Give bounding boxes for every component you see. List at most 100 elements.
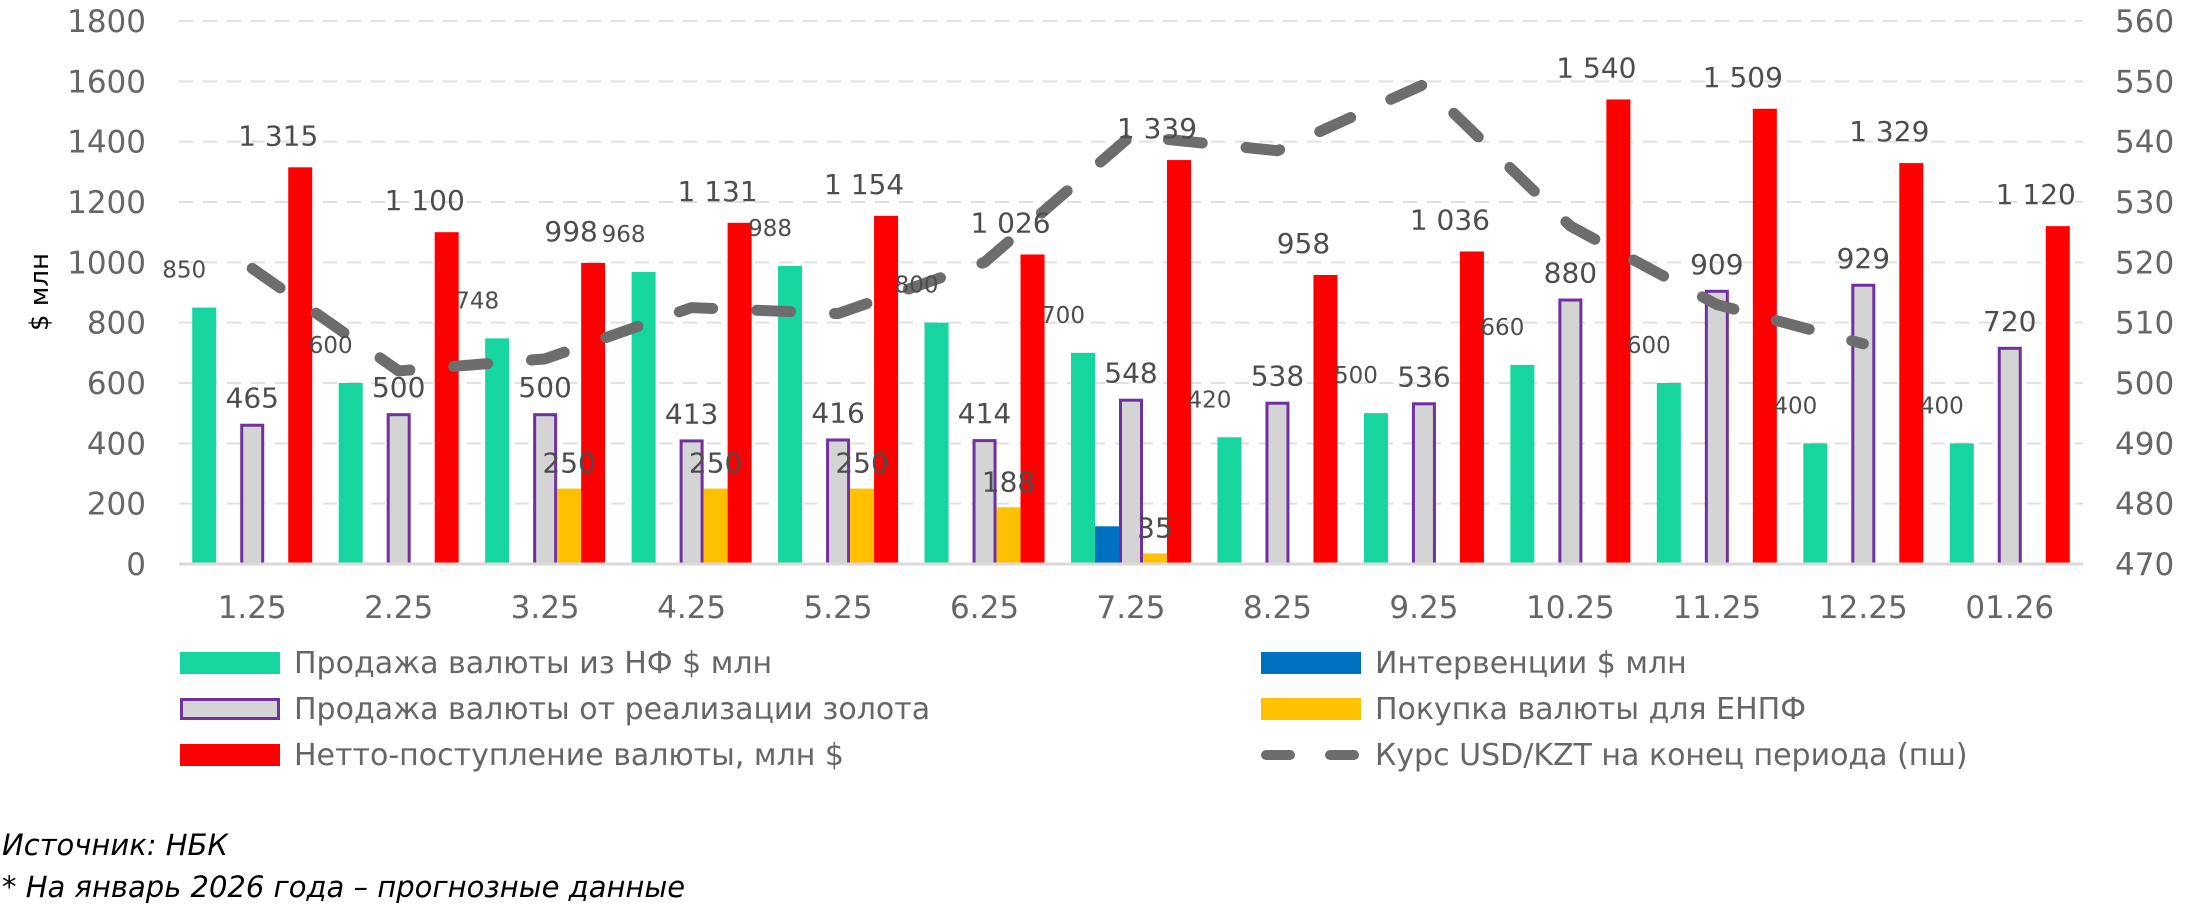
data-label: 400 [1773, 393, 1817, 419]
y-tick-label: 600 [87, 366, 146, 402]
data-label: 413 [665, 397, 718, 430]
y-axis-right: 470 480 490 500 510 520 530 540 550 560 [2115, 4, 2174, 583]
nf-sales-bar [1949, 443, 1974, 564]
net-inflow-bar [1459, 251, 1484, 564]
gold-sales-bar [1704, 289, 1729, 566]
intervention-bar [1095, 526, 1119, 564]
y2-tick-label: 520 [2115, 245, 2174, 281]
y2-tick-label: 540 [2115, 125, 2174, 161]
y-tick-label: 1000 [67, 245, 146, 281]
enpf-purchase-bar [850, 488, 875, 564]
gold-sales-bar [1851, 283, 1876, 566]
data-label: 1 036 [1410, 203, 1490, 236]
y-axis-left: 0 200 400 600 800 1000 1200 1400 1600 1800 [67, 4, 146, 583]
legend-item-interventions: Интервенции $ млн [1261, 643, 1687, 683]
data-label: 700 [1041, 303, 1085, 329]
net-inflow-bar [1899, 163, 1924, 564]
net-inflow-bar [434, 232, 459, 564]
y-tick-label: 400 [87, 426, 146, 462]
data-label: 250 [542, 447, 595, 480]
net-inflow-bar [1167, 160, 1191, 564]
exchange-rate-line [246, 78, 1869, 377]
legend-swatch-green [180, 652, 280, 674]
gold-sales-bar [386, 413, 411, 566]
legend-label: Интервенции $ млн [1375, 645, 1687, 681]
legend-swatch-yellow [1261, 698, 1361, 720]
y2-tick-label: 550 [2115, 64, 2174, 100]
y2-tick-label: 480 [2115, 487, 2174, 523]
x-tick-label: 5.25 [804, 590, 873, 626]
gold-sales-bar [1997, 346, 2022, 566]
y2-tick-label: 510 [2115, 306, 2174, 342]
enpf-purchase-bar [703, 488, 728, 564]
y2-tick-label: 490 [2115, 426, 2174, 462]
y2-tick-label: 500 [2115, 366, 2174, 402]
data-label: 35 [1137, 511, 1173, 544]
data-label: 414 [958, 397, 1011, 430]
y2-tick-label: 560 [2115, 4, 2174, 40]
data-label: 720 [1983, 305, 2036, 338]
net-inflow-bar [288, 167, 313, 564]
net-inflow-bar [727, 222, 752, 564]
data-label: 500 [518, 371, 571, 404]
net-inflow-bar [1313, 275, 1338, 564]
x-tick-label: 9.25 [1389, 590, 1458, 626]
gold-sales-bar [972, 439, 997, 566]
data-label: 1 329 [1849, 115, 1929, 148]
gold-sales-bar [1265, 401, 1290, 566]
data-label: 416 [811, 397, 864, 430]
data-label: 600 [1627, 333, 1671, 359]
data-label: 500 [1334, 363, 1378, 389]
y-tick-label: 1200 [67, 185, 146, 221]
x-tick-label: 2.25 [364, 590, 433, 626]
data-label: 1 509 [1703, 61, 1783, 94]
data-label: 250 [835, 447, 888, 480]
data-label: 958 [1277, 227, 1330, 260]
legend-label: Продажа валюты из НФ $ млн [294, 645, 773, 681]
data-label: 660 [1480, 315, 1524, 341]
data-label: 988 [748, 216, 792, 242]
x-tick-label: 8.25 [1243, 590, 1312, 626]
y-tick-label: 1800 [67, 4, 146, 40]
y-tick-label: 200 [87, 487, 146, 523]
legend-swatch-red [180, 744, 280, 766]
nf-sales-bar [631, 271, 656, 564]
data-label: 968 [602, 222, 646, 248]
y-tick-label: 1600 [67, 64, 146, 100]
nf-sales-bar [924, 322, 949, 564]
forecast-note: * На январь 2026 года – прогнозные данны… [2, 870, 686, 904]
bars [192, 99, 2070, 566]
data-label: 1 154 [824, 168, 904, 201]
legend-label: Нетто-поступление валюты, млн $ [294, 737, 844, 773]
nf-sales-bar [1656, 383, 1681, 564]
nf-sales-bar [1510, 364, 1535, 564]
net-inflow-bar [2045, 226, 2070, 564]
nf-sales-bar [1071, 352, 1095, 564]
data-label: 1 540 [1556, 51, 1636, 84]
legend-item-nf-sales: Продажа валюты из НФ $ млн [180, 643, 772, 683]
x-axis: 1.25 2.25 3.25 4.25 5.25 6.25 7.25 8.25 9.25 10.2… [218, 590, 2054, 626]
y-tick-label: 800 [87, 306, 146, 342]
net-inflow-bar [1020, 254, 1045, 565]
gold-sales-bar [1411, 402, 1436, 566]
gold-sales-bar [533, 413, 558, 566]
legend-item-net-inflow: Нетто-поступление валюты, млн $ [180, 735, 844, 775]
data-label: 998 [544, 215, 597, 248]
legend-item-exchange-rate: Курс USD/KZT на конец периода (пш) [1261, 735, 1968, 775]
y2-tick-label: 470 [2115, 547, 2174, 583]
legend-swatch-gray [180, 698, 280, 720]
legend-label: Покупка валюты для ЕНПФ [1375, 691, 1807, 727]
x-tick-label: 11.25 [1672, 590, 1761, 626]
data-labels: 850 465 1 315 600 500 1 100 748 500 250 998 968 413… [162, 51, 2076, 544]
y-axis-title: $ млн [25, 253, 55, 331]
x-tick-label: 12.25 [1819, 590, 1908, 626]
x-tick-label: 10.25 [1526, 590, 1615, 626]
data-label: 548 [1104, 357, 1157, 390]
y-tick-label: 1400 [67, 125, 146, 161]
nf-sales-bar [1217, 437, 1242, 564]
net-inflow-bar [874, 215, 899, 565]
enpf-purchase-bar [557, 488, 582, 564]
exchange-rate-polyline [246, 78, 1869, 377]
data-label: 188 [982, 465, 1035, 498]
